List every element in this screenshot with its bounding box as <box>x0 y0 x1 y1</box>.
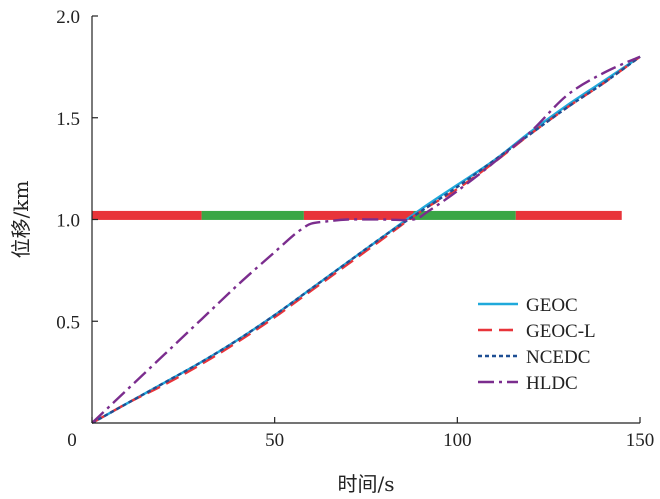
y-tick-label: 0.5 <box>56 312 80 333</box>
ticks: 0 50 100 150 0.5 1.0 1.5 2.0 <box>56 7 654 451</box>
series-lines <box>91 55 641 425</box>
x-tick-label: 50 <box>265 430 284 451</box>
legend-label-geoc: GEOC <box>526 295 578 316</box>
y-tick-label: 1.0 <box>56 211 80 232</box>
series-line-geoc <box>91 55 641 425</box>
series-line-hldc <box>91 55 641 424</box>
x-tick-label: 100 <box>443 430 472 451</box>
signal-segment-green <box>413 210 516 220</box>
legend-label-geoc-l: GEOC-L <box>526 321 596 342</box>
x-axis-label: 时间/s <box>337 472 394 496</box>
x-tick-label: 0 <box>67 430 77 451</box>
y-tick-label: 1.5 <box>56 109 80 130</box>
series-line-ncedc <box>91 55 641 425</box>
signal-segment-red <box>303 210 414 220</box>
signal-segment-green <box>201 210 304 220</box>
legend-label-hldc: HLDC <box>526 373 578 394</box>
y-tick-label: 2.0 <box>56 7 80 28</box>
signal-segment-red <box>515 210 622 220</box>
x-tick-label: 150 <box>626 430 655 451</box>
legend: GEOC GEOC-L NCEDC HLDC <box>478 295 596 394</box>
signal-segment-red <box>92 210 202 220</box>
legend-label-ncedc: NCEDC <box>526 347 590 368</box>
signal-bar <box>92 210 622 220</box>
y-axis-label: 位移/km <box>9 181 33 259</box>
